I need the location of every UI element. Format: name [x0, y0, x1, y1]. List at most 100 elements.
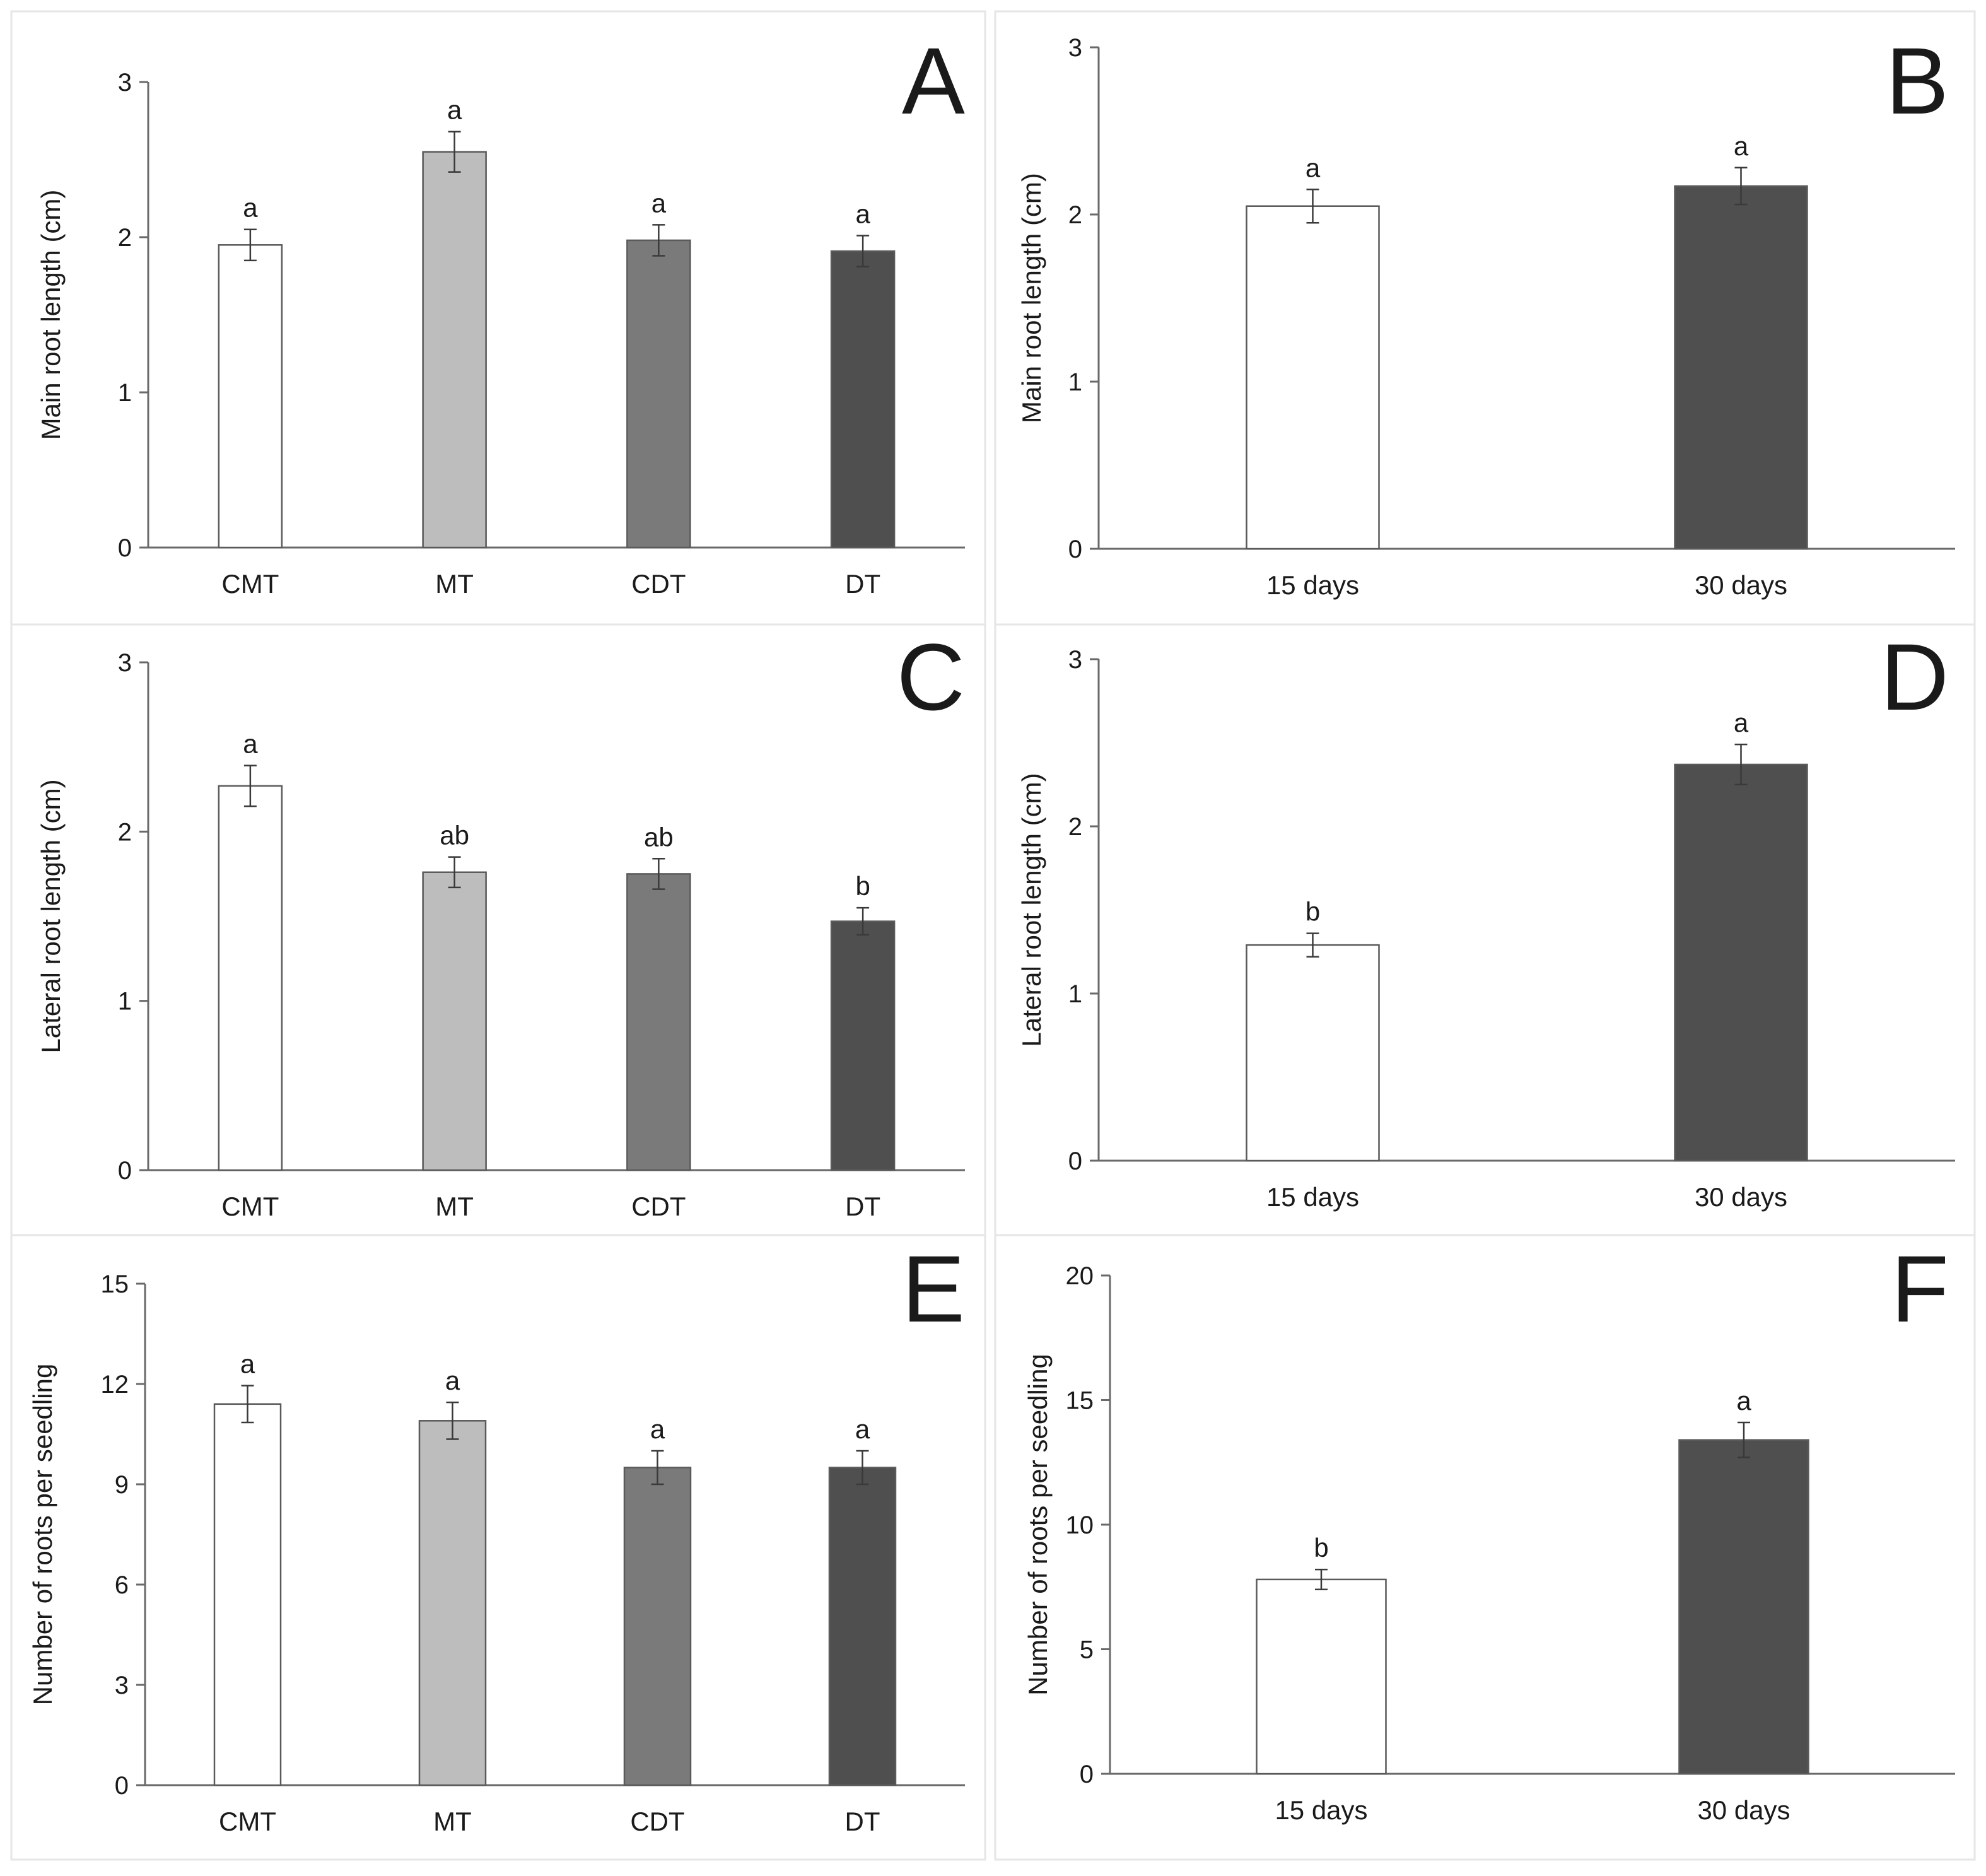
panel-c-significance-cdt: ab: [644, 822, 674, 852]
panel-c-y-tick-label-3: 3: [118, 649, 132, 677]
panel-d-y-tick-label-2: 2: [1068, 813, 1082, 841]
panel-e-significance-cmt: a: [240, 1349, 255, 1379]
panel-a-y-tick-label-3: 3: [118, 69, 132, 97]
panel-f-significance-30-days: a: [1736, 1386, 1751, 1416]
panel-b-y-tick-label-0: 0: [1068, 536, 1082, 563]
panel-e-letter: E: [902, 1236, 965, 1342]
panel-d-y-tick-label-1: 1: [1068, 980, 1082, 1008]
panel-d-border: [994, 623, 1976, 1236]
panel-f-y-tick-label-20: 20: [1066, 1262, 1094, 1290]
panel-b-significance-15-days: a: [1306, 153, 1321, 182]
panel-f-y-tick-label-0: 0: [1080, 1761, 1094, 1788]
panel-e-bar-cmt: [213, 1403, 282, 1786]
panel-a-significance-cmt: a: [243, 193, 258, 223]
panel-a-y-tick-label-0: 0: [118, 534, 132, 562]
panel-e-x-tick-label-cmt: CMT: [219, 1807, 276, 1836]
panel-b-border: [994, 10, 1976, 626]
panel-f-bar-15-days: [1256, 1578, 1387, 1775]
panel-d-y-tick-label-3: 3: [1068, 646, 1082, 674]
panel-e-x-tick-label-dt: DT: [845, 1807, 880, 1836]
panel-a-letter: A: [902, 28, 965, 134]
panel-b-y-axis-title: Main root length (cm): [1017, 173, 1046, 423]
panel-e-y-tick-label-0: 0: [115, 1772, 129, 1800]
panel-e-y-tick-label-9: 9: [115, 1471, 129, 1499]
panel-f-bar-30-days: [1678, 1439, 1809, 1775]
panel-a-x-tick-label-dt: DT: [845, 569, 880, 599]
panel-b-x-tick-label-15-days: 15 days: [1266, 570, 1359, 600]
panel-c-y-tick-label-1: 1: [118, 988, 132, 1016]
panel-c-bar-cdt: [626, 873, 691, 1171]
panel-c-letter: C: [897, 624, 965, 730]
panel-f-letter: F: [1891, 1236, 1949, 1342]
panel-a-x-tick-label-cmt: CMT: [221, 569, 279, 599]
panel-e-bar-mt: [418, 1420, 487, 1786]
panel-c-bar-dt: [830, 920, 896, 1171]
panel-b-y-tick-label-3: 3: [1068, 34, 1082, 62]
panel-a-significance-cdt: a: [651, 188, 667, 218]
panel-d-significance-15-days: b: [1306, 897, 1320, 927]
panel-b-bar-30-days: [1674, 185, 1808, 550]
panel-d-x-tick-label-30-days: 30 days: [1695, 1182, 1787, 1212]
panel-e-roots-per-seedling-by-treatment: 0 3 6 9 12 15 Number of roots per seedling a CMT…: [10, 1234, 986, 1861]
panel-d-bar-15-days: [1246, 944, 1380, 1162]
panel-d-significance-30-days: a: [1734, 708, 1749, 737]
panel-a-x-tick-label-cdt: CDT: [631, 569, 686, 599]
panel-a-y-tick-label-2: 2: [118, 224, 132, 252]
panel-f-y-tick-label-5: 5: [1080, 1636, 1094, 1664]
panel-b-x-tick-label-30-days: 30 days: [1695, 570, 1787, 600]
panel-c-bar-cmt: [218, 785, 283, 1171]
panel-c-bar-mt: [422, 871, 487, 1171]
panel-a-y-tick-label-1: 1: [118, 379, 132, 407]
panel-c-x-tick-label-cmt: CMT: [221, 1192, 279, 1221]
panel-f-border: [994, 1234, 1976, 1861]
panel-e-y-tick-label-6: 6: [115, 1571, 129, 1599]
panel-d-bar-30-days: [1674, 763, 1808, 1162]
panel-c-significance-mt: ab: [440, 821, 469, 850]
panel-a-bar-mt: [422, 151, 487, 549]
panel-e-significance-dt: a: [855, 1414, 870, 1444]
panel-e-significance-cdt: a: [650, 1414, 665, 1444]
panel-d-y-tick-label-0: 0: [1068, 1147, 1082, 1175]
panel-b-letter: B: [1886, 28, 1949, 134]
panel-f-y-tick-label-10: 10: [1066, 1511, 1094, 1539]
panel-c-x-tick-label-mt: MT: [435, 1192, 474, 1221]
panel-e-x-tick-label-cdt: CDT: [630, 1807, 684, 1836]
panel-c-y-tick-label-0: 0: [118, 1157, 132, 1185]
panel-f-significance-15-days: b: [1314, 1533, 1328, 1562]
panel-a-bar-dt: [830, 250, 896, 549]
panel-f-y-tick-label-15: 15: [1066, 1387, 1094, 1415]
panel-b-bar-15-days: [1246, 205, 1380, 550]
panel-c-significance-dt: b: [855, 871, 870, 901]
panel-c-x-tick-label-cdt: CDT: [631, 1192, 686, 1221]
panel-d-letter: D: [1881, 624, 1949, 730]
panel-e-border: [10, 1234, 986, 1861]
panel-b-y-tick-label-1: 1: [1068, 368, 1082, 396]
panel-e-y-tick-label-15: 15: [101, 1270, 129, 1298]
panel-a-bar-cdt: [626, 239, 691, 549]
panel-e-y-axis-title: Number of roots per seedling: [28, 1364, 57, 1706]
panel-c-y-tick-label-2: 2: [118, 818, 132, 846]
panel-c-y-axis-title: Lateral root length (cm): [36, 779, 66, 1053]
panel-e-significance-mt: a: [445, 1366, 460, 1395]
panel-f-x-tick-label-15-days: 15 days: [1275, 1795, 1367, 1825]
panel-c-significance-cmt: a: [243, 729, 258, 759]
panel-b-main-root-length-by-age: 0 1 2 3 Main root length (cm) a 15 days a 30 day…: [994, 10, 1976, 626]
panel-e-y-tick-label-12: 12: [101, 1371, 129, 1398]
panel-b-significance-30-days: a: [1734, 131, 1749, 161]
panel-a-y-axis-title: Main root length (cm): [36, 190, 66, 440]
panel-e-bar-dt: [828, 1467, 897, 1786]
panel-a-x-tick-label-mt: MT: [435, 569, 474, 599]
panel-a-bar-cmt: [218, 244, 283, 549]
panel-b-y-tick-label-2: 2: [1068, 201, 1082, 229]
panel-c-x-tick-label-dt: DT: [845, 1192, 880, 1221]
panel-a-main-root-length-by-treatment: 0 1 2 3 Main root length (cm) a CMT a MT a CDT a DT A: [10, 10, 986, 626]
panel-d-lateral-root-length-by-age: 0 1 2 3 Lateral root length (cm) b 15 days a 30 …: [994, 623, 1976, 1236]
panel-f-y-axis-title: Number of roots per seedling: [1023, 1354, 1053, 1696]
panel-e-x-tick-label-mt: MT: [433, 1807, 472, 1836]
panel-e-y-tick-label-3: 3: [115, 1672, 129, 1699]
panel-d-y-axis-title: Lateral root length (cm): [1017, 773, 1046, 1046]
panel-d-x-tick-label-15-days: 15 days: [1266, 1182, 1359, 1212]
panel-a-significance-dt: a: [855, 199, 870, 229]
